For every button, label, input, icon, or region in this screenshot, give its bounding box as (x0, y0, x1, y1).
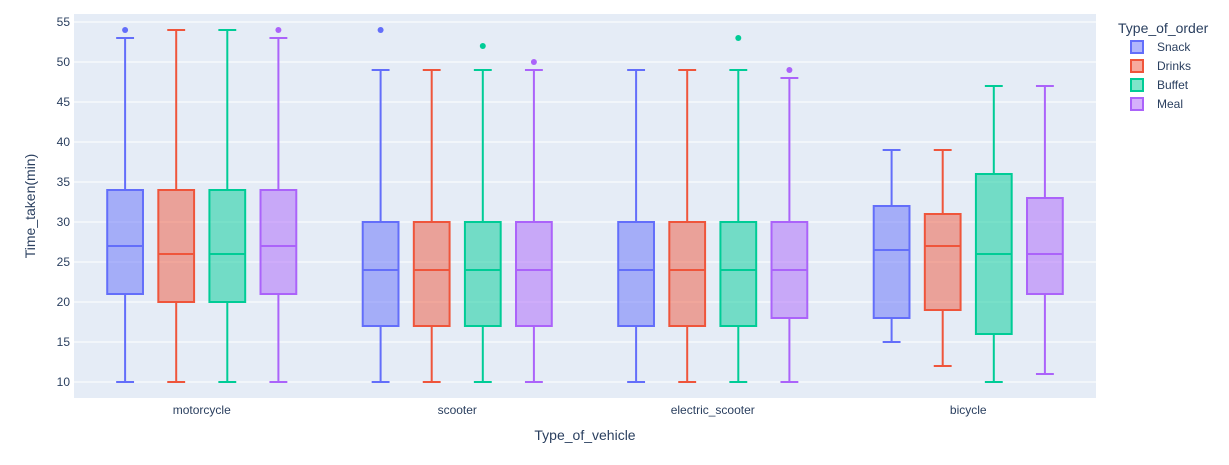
box-iqr (412, 221, 451, 327)
legend-swatch (1130, 78, 1144, 92)
legend-label: Drinks (1157, 59, 1191, 73)
y-tick-label: 20 (57, 295, 71, 309)
legend-item-snack[interactable]: Snack (1130, 40, 1191, 54)
x-tick-label: electric_scooter (671, 403, 755, 417)
legend-label: Buffet (1157, 78, 1189, 92)
box-buffet-bicycle[interactable] (974, 85, 1013, 383)
outlier-point (530, 59, 537, 65)
outlier-point (786, 67, 793, 73)
box-buffet-scooter[interactable] (463, 43, 502, 383)
y-tick-label: 55 (57, 15, 71, 29)
box-iqr (361, 221, 400, 327)
box-meal-bicycle[interactable] (1026, 85, 1064, 375)
legend-swatch (1130, 97, 1144, 111)
legend-item-drinks[interactable]: Drinks (1130, 59, 1191, 73)
box-snack-bicycle[interactable] (872, 149, 911, 343)
legend-title: Type_of_order (1118, 20, 1209, 36)
legend-item-meal[interactable]: Meal (1130, 97, 1183, 111)
y-tick-label: 35 (57, 175, 71, 189)
legend-swatch (1130, 59, 1144, 73)
outlier-point (122, 27, 129, 33)
y-axis-ticks: 10 15 20 25 30 35 40 45 50 55 (57, 15, 71, 389)
box-snack-electric-scooter[interactable] (617, 69, 655, 383)
box-iqr (259, 189, 298, 295)
legend-label: Snack (1157, 40, 1191, 54)
box-iqr (668, 221, 707, 327)
box-meal-motorcycle[interactable] (259, 27, 298, 383)
box-buffet-electric-scooter[interactable] (719, 35, 758, 383)
box-iqr (923, 213, 962, 311)
x-axis-ticks: motorcycle scooter electric_scooter bicycle (173, 403, 987, 417)
legend-item-buffet[interactable]: Buffet (1130, 78, 1189, 92)
x-axis-title: Type_of_vehicle (534, 427, 635, 443)
y-tick-label: 25 (57, 255, 71, 269)
box-meal-electric-scooter[interactable] (770, 67, 809, 383)
y-tick-label: 50 (57, 55, 71, 69)
box-iqr (208, 189, 247, 303)
y-tick-label: 10 (57, 375, 71, 389)
y-tick-label: 40 (57, 135, 71, 149)
outlier-point (275, 27, 282, 33)
box-meal-scooter[interactable] (515, 59, 553, 383)
box-iqr (106, 189, 144, 295)
outlier-point (479, 43, 486, 49)
legend-label: Meal (1157, 97, 1183, 111)
outlier-point (377, 27, 384, 33)
legend: Type_of_order Snack Drinks Buffet Meal (1118, 20, 1209, 111)
box-buffet-motorcycle[interactable] (208, 29, 247, 383)
box-iqr (515, 221, 553, 327)
box-iqr (719, 221, 758, 327)
y-tick-label: 30 (57, 215, 71, 229)
box-snack-motorcycle[interactable] (106, 27, 144, 383)
y-tick-label: 15 (57, 335, 71, 349)
box-iqr (617, 221, 655, 327)
box-drinks-scooter[interactable] (412, 69, 451, 383)
outlier-point (735, 35, 742, 41)
box-iqr (157, 189, 196, 303)
x-tick-label: motorcycle (173, 403, 231, 417)
y-axis-title: Time_taken(min) (22, 154, 38, 259)
x-tick-label: bicycle (950, 403, 987, 417)
box-iqr (463, 221, 502, 327)
box-drinks-motorcycle[interactable] (157, 29, 196, 383)
box-snack-scooter[interactable] (361, 27, 400, 383)
box-iqr (1026, 197, 1064, 295)
box-iqr (872, 205, 911, 319)
boxes (106, 27, 1064, 383)
box-drinks-bicycle[interactable] (923, 149, 962, 367)
x-tick-label: scooter (438, 403, 477, 417)
legend-swatch (1130, 40, 1144, 54)
y-tick-label: 45 (57, 95, 71, 109)
box-drinks-electric-scooter[interactable] (668, 69, 707, 383)
